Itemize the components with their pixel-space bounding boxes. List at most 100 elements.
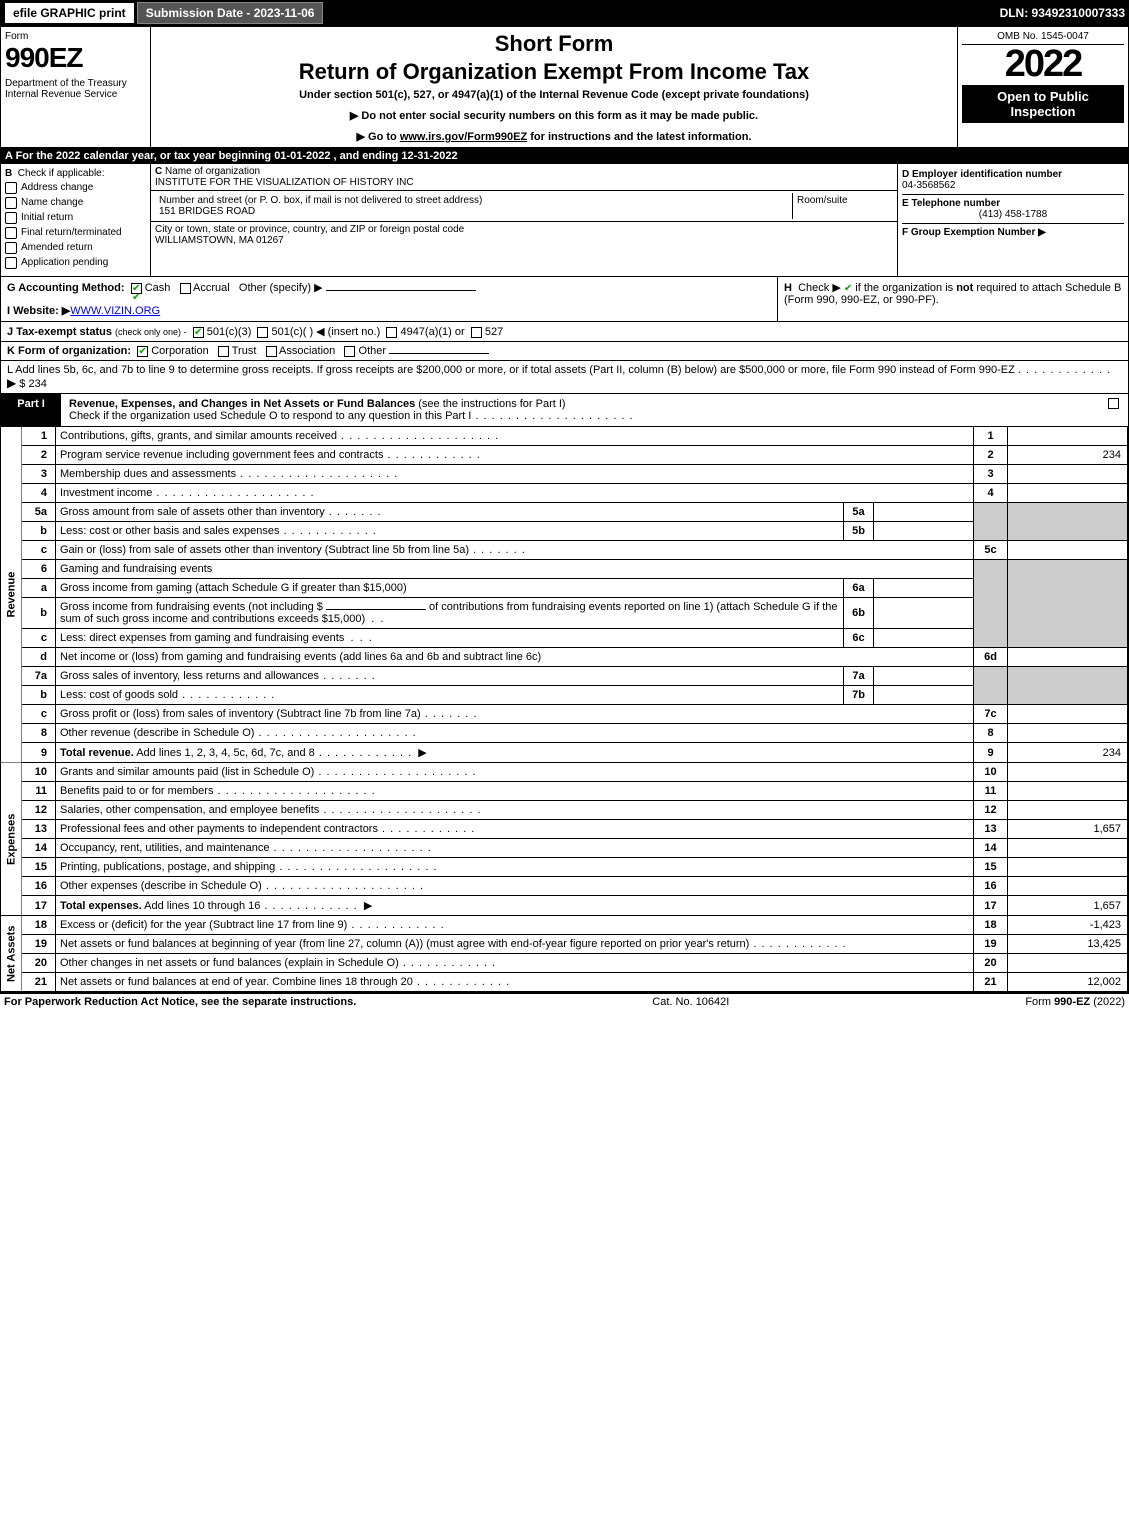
part-1-title-rest: (see the instructions for Part I) [415,398,565,410]
sub-5b-label: 5b [844,522,874,541]
line-5a-desc: Gross amount from sale of assets other t… [60,506,325,518]
col-b-checkboxes: B Check if applicable: Address change Na… [1,164,151,276]
page-footer: For Paperwork Reduction Act Notice, see … [0,993,1129,1010]
checkbox-address-change[interactable] [5,182,17,194]
part-1-checkbox-cell [1098,394,1128,426]
header-center: Short Form Return of Organization Exempt… [151,27,958,147]
form-header: Form 990EZ Department of the Treasury In… [1,27,1128,148]
checkbox-cash[interactable]: ✔ [131,283,142,294]
checkbox-name-change[interactable] [5,197,17,209]
part-1-checkbox[interactable] [1108,398,1119,409]
line-2-val: 234 [1008,446,1128,465]
submission-date-button[interactable]: Submission Date - 2023-11-06 [137,2,324,24]
line-7b-no: b [22,686,56,705]
line-11-desc: Benefits paid to or for members [60,785,213,797]
line-3-rno: 3 [974,465,1008,484]
checkbox-501c3[interactable]: ✔ [193,327,204,338]
sub-6c-val [874,629,974,648]
line-15-rno: 15 [974,858,1008,877]
c-label: C [155,166,162,177]
line-6d-no: d [22,648,56,667]
checkbox-amended-return[interactable] [5,242,17,254]
h-label: H [784,282,792,294]
top-bar-left: efile GRAPHIC print Submission Date - 20… [4,2,323,24]
line-20-desc: Other changes in net assets or fund bala… [60,957,399,969]
irs-link[interactable]: www.irs.gov/Form990EZ [400,131,527,143]
checkbox-corporation[interactable]: ✔ [137,346,148,357]
checkbox-association[interactable] [266,346,277,357]
line-6-desc: Gaming and fundraising events [56,560,974,579]
line-5c-rno: 5c [974,541,1008,560]
sub-6a-val [874,579,974,598]
line-7b-desc: Less: cost of goods sold [60,689,178,701]
j-label: J Tax-exempt status [7,326,112,338]
line-17-rno: 17 [974,896,1008,916]
phone-label: E Telephone number [902,198,1000,209]
checkbox-final-return[interactable] [5,227,17,239]
line-4-no: 4 [22,484,56,503]
checkbox-501c[interactable] [257,327,268,338]
dln-label: DLN: 93492310007333 [1000,6,1125,20]
checkbox-application-pending[interactable] [5,257,17,269]
line-20-no: 20 [22,954,56,973]
sub-7b-val [874,686,974,705]
part-1-tab: Part I [1,394,61,426]
line-13-rno: 13 [974,820,1008,839]
checkbox-trust[interactable] [218,346,229,357]
name-change-label: Name change [21,197,83,208]
header-left: Form 990EZ Department of the Treasury In… [1,27,151,147]
line-13-desc: Professional fees and other payments to … [60,823,378,835]
phone-value: (413) 458-1788 [902,209,1124,220]
other-org-label: Other [359,345,387,357]
note2-prefix: ▶ Go to [357,131,400,143]
checkbox-initial-return[interactable] [5,212,17,224]
line-5ab-rno-gray [974,503,1008,541]
line-9-no: 9 [22,743,56,763]
j-note: (check only one) - [115,327,187,337]
line-15-val [1008,858,1128,877]
line-6b-desc-a: Gross income from fundraising events (no… [60,601,323,613]
line-13-no: 13 [22,820,56,839]
short-form-label: Short Form [159,31,949,57]
website-link[interactable]: WWW.VIZIN.ORG [70,305,160,317]
trust-label: Trust [232,345,257,357]
line-7ab-rno-gray [974,667,1008,705]
part-1-header: Part I Revenue, Expenses, and Changes in… [1,394,1128,427]
line-7c-val [1008,705,1128,724]
checkbox-h[interactable]: ✔ [844,283,852,294]
address-change-label: Address change [21,182,93,193]
line-17-no: 17 [22,896,56,916]
form-title: Return of Organization Exempt From Incom… [159,59,949,85]
line-14-desc: Occupancy, rent, utilities, and maintena… [60,842,270,854]
line-18-desc: Excess or (deficit) for the year (Subtra… [60,919,347,931]
line-12-rno: 12 [974,801,1008,820]
checkbox-527[interactable] [471,327,482,338]
checkbox-other-org[interactable] [344,346,355,357]
line-20-rno: 20 [974,954,1008,973]
line-8-desc: Other revenue (describe in Schedule O) [60,727,254,739]
line-1-no: 1 [22,427,56,446]
501c3-label: 501(c)(3) [207,326,252,338]
line-6abc-rno-gray [974,560,1008,648]
checkbox-4947[interactable] [386,327,397,338]
address-block: B Check if applicable: Address change Na… [1,164,1128,277]
line-19-val: 13,425 [1008,935,1128,954]
line-8-rno: 8 [974,724,1008,743]
l-text: L Add lines 5b, 6c, and 7b to line 9 to … [7,364,1015,376]
501c-label: 501(c)( ) ◀ (insert no.) [272,326,381,338]
i-website-label: I Website: ▶ [7,305,70,317]
line-20-val [1008,954,1128,973]
efile-print-button[interactable]: efile GRAPHIC print [4,2,135,24]
line-6-no: 6 [22,560,56,579]
checkbox-accrual[interactable] [180,283,191,294]
line-11-val [1008,782,1128,801]
col-b-label: B [5,168,12,179]
g-label: G Accounting Method: [7,282,125,294]
col-c-org-info: C Name of organization INSTITUTE FOR THE… [151,164,898,276]
line-2-rno: 2 [974,446,1008,465]
l-arrow: ▶ [7,376,16,390]
line-6c-desc: Less: direct expenses from gaming and fu… [60,632,344,644]
sub-7b-label: 7b [844,686,874,705]
line-9-desc: Add lines 1, 2, 3, 4, 5c, 6d, 7c, and 8 [134,747,315,759]
line-7ab-val-gray [1008,667,1128,705]
